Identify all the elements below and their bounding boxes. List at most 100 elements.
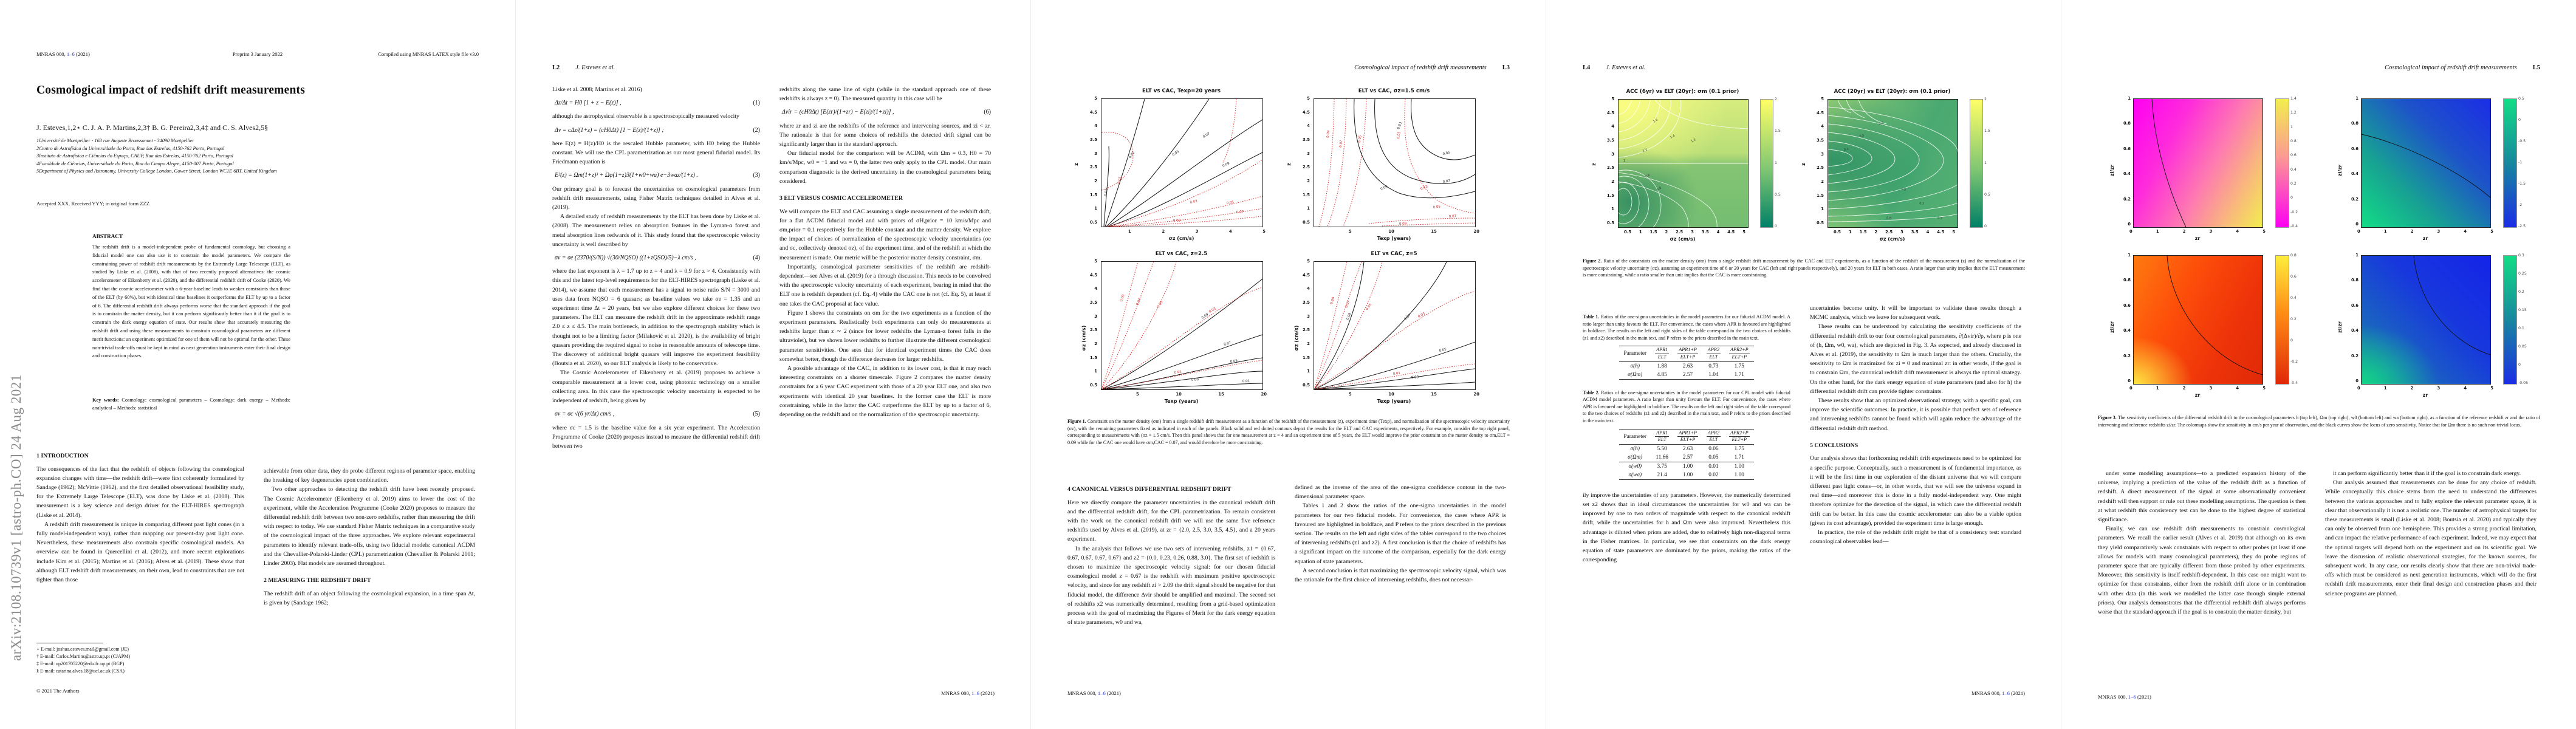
y-tick-label: 2 <box>1307 178 1310 183</box>
svg-text:0.05: 0.05 <box>1230 359 1238 364</box>
page2-right-column: redshifts along the same line of sight (… <box>779 85 991 419</box>
x-tick-label: 15 <box>1431 229 1437 234</box>
figure2-left-colorbar-ticks: 2 1.5 1 0.5 0 <box>1775 97 1781 228</box>
y-tick-label: 1 <box>2355 96 2358 101</box>
table-2: Parameter APR1 ELT APR1+P ELT+P APR2 ELT AP… <box>1619 429 1754 480</box>
colorbar-tick-label: 0.6 <box>2290 153 2297 158</box>
x-tick-label: 5 <box>2263 229 2266 234</box>
y-tick-label: 1 <box>1611 207 1614 212</box>
paragraph: uncertainties become unity. It will be i… <box>1810 305 2021 321</box>
x-tick-label: 4 <box>1926 230 1930 234</box>
section-3-heading: 3 ELT VERSUS COSMIC ACCELEROMETER <box>779 195 903 202</box>
equation-5: σv = σc √(6 yr/Δt) cm/s , (5) <box>555 411 760 418</box>
y-tick-label: 1 <box>2355 253 2358 258</box>
svg-text:0.05: 0.05 <box>1172 149 1180 157</box>
colorbar-tick-label: 0.5 <box>1775 192 1781 197</box>
x-tick-label: 5 <box>1349 392 1352 397</box>
y-tick-label: 0.6 <box>2123 146 2131 151</box>
svg-text:0.07: 0.07 <box>1339 140 1343 148</box>
svg-text:0.07: 0.07 <box>1236 210 1244 214</box>
paragraph: These results show that an optimized obs… <box>1810 397 2021 432</box>
colorbar-tick-label: -1 <box>2518 160 2523 165</box>
colorbar-tick-label: 0.15 <box>2518 308 2527 312</box>
figure1-plot-c-ylabel: σz (cm/s) <box>1081 325 1087 351</box>
figure1-plot-d-xlabel: Texp (years) <box>1377 399 1411 404</box>
svg-text:0.7: 0.7 <box>1919 202 1925 206</box>
table-row: σ(w0) 3.75 1.00 0.01 1.00 <box>1628 463 1744 470</box>
y-tick-label: 4.5 <box>1816 110 1824 115</box>
colorbar-tick-label: 1 <box>1775 160 1777 165</box>
svg-text:0.01: 0.01 <box>1242 380 1250 383</box>
svg-text:1: 1 <box>1623 159 1625 163</box>
y-tick-label: 1.5 <box>1302 355 1310 360</box>
figure3-omegam-colorbar-ticks: 0.5 0 -0.5 -1 -1.5 -2 -2.5 <box>2518 97 2526 228</box>
figure1-plot-d-xticks: 5 10 15 20 <box>1349 392 1479 397</box>
y-tick-label: 1 <box>1094 369 1097 374</box>
svg-text:0.05: 0.05 <box>1366 303 1373 311</box>
x-tick-label: 3 <box>1900 230 1903 234</box>
figure3-wa-yticks: 1 0.8 0.6 0.4 0.2 0 <box>2345 253 2358 383</box>
svg-text:0.03: 0.03 <box>1190 199 1198 205</box>
colorbar-tick-label: 1.4 <box>2290 97 2297 101</box>
contour-plot-canvas: 0.09 0.07 0.05 0.03 0.01 0.09 0.07 0.05 … <box>1314 262 1475 389</box>
abstract-text: The redshift drift is a model-independen… <box>92 244 290 359</box>
y-tick-label: 2 <box>1094 178 1097 183</box>
y-tick-label: 1.5 <box>1089 192 1097 197</box>
x-tick-label: 10 <box>1388 229 1394 234</box>
y-tick-label: 3.5 <box>1089 137 1097 142</box>
figure2-caption: Figure 2. Ratio of the constraints on th… <box>1583 258 2025 278</box>
svg-text:0.03: 0.03 <box>1208 307 1217 314</box>
x-tick-label: 0 <box>2357 229 2360 234</box>
paper-title: Cosmological impact of redshift drift me… <box>36 84 306 97</box>
y-tick-label: 1.5 <box>1606 193 1614 198</box>
y-tick-label: 3.5 <box>1302 137 1310 142</box>
figure1-plot-b-title: ELT vs CAC, σz=1.5 cm/s <box>1358 88 1430 94</box>
y-tick-label: 4 <box>1307 286 1310 292</box>
y-tick-label: 0.6 <box>2123 303 2131 308</box>
x-tick-label: 0.5 <box>1624 230 1632 234</box>
figure3-wa-ylabel: zi/zr <box>2337 321 2343 333</box>
y-tick-label: 0.4 <box>2123 171 2131 177</box>
x-tick-label: 1.5 <box>1859 230 1867 234</box>
x-tick-label: 3 <box>1195 229 1199 234</box>
svg-text:0.09: 0.09 <box>1330 296 1335 305</box>
zero-locus-curve <box>2167 256 2263 375</box>
copyright-line: © 2021 The Authors <box>36 688 80 694</box>
svg-text:0.05: 0.05 <box>1442 151 1451 156</box>
y-tick-label: 4 <box>1307 123 1310 129</box>
paragraph: The consequences of the fact that the re… <box>36 465 244 519</box>
y-tick-label: 0.5 <box>1089 219 1097 225</box>
x-tick-label: 0.5 <box>1834 230 1841 234</box>
colorbar-tick-label: 0.3 <box>2518 253 2524 258</box>
x-tick-label: 2 <box>1665 230 1668 234</box>
contour-plot-canvas: 0.09 0.07 0.05 0.03 0.01 0.09 0.07 0.05 … <box>1101 262 1262 389</box>
figure3-h-colorbar-ticks: 1.4 1.2 1 0.8 0.6 0.4 0.2 0 -0.2 -0.4 <box>2290 97 2298 228</box>
page5-left-column: under some modelling assumptions—to a pr… <box>2098 469 2306 617</box>
x-tick-label: 3 <box>1691 230 1694 234</box>
y-tick-label: 0.6 <box>2351 303 2358 308</box>
svg-text:0.07: 0.07 <box>1449 214 1457 219</box>
figure1-plot-d-ylabel: σz (cm/s) <box>1293 325 1300 351</box>
y-tick-label: 3 <box>1094 151 1097 156</box>
colorbar-tick-label: 0.05 <box>2518 344 2527 349</box>
x-tick-label: 1.5 <box>1649 230 1657 234</box>
y-tick-label: 3 <box>1094 313 1097 319</box>
y-tick-label: 4 <box>1821 124 1824 129</box>
figure2-left-ylabel: z <box>1591 163 1597 166</box>
svg-text:0.05: 0.05 <box>1226 200 1234 205</box>
section-4-heading: 4 CANONICAL VERSUS DIFFERENTIAL REDSHIFT… <box>1067 486 1231 493</box>
paragraph: Two other approaches to detecting the re… <box>264 486 475 567</box>
author-list: J. Esteves,1,2⋆ C. J. A. P. Martins,2,3†… <box>36 123 269 132</box>
footnote: † E-mail: Carlos.Martins@astro.up.pt (CJ… <box>36 654 131 659</box>
colorbar-tick-label: -2.5 <box>2518 224 2526 228</box>
column-header: APR2+P ELT+P <box>1728 347 1750 360</box>
page-footer: MNRAS 000, 1–6 (2021) <box>2098 694 2151 700</box>
colorbar-tick-label: -2 <box>2518 203 2523 207</box>
paragraph: here E(z) = H(z)/H0 is the rescaled Hubb… <box>552 140 760 166</box>
x-tick-label: 5 <box>2490 386 2493 391</box>
column-header: APR2 ELT <box>1706 347 1721 360</box>
y-tick-label: 5 <box>1307 259 1310 264</box>
figure2-plot-right-title: ACC (20yr) vs ELT (20yr): σm (0.1 prior) <box>1834 89 1951 95</box>
page2-left-column: Liske et al. 2008; Martins et al. 2016) … <box>552 85 760 451</box>
heatmap-contours: 1.6 1.4 1.2 1.3 1 0.9 0.8 <box>1619 100 1748 227</box>
